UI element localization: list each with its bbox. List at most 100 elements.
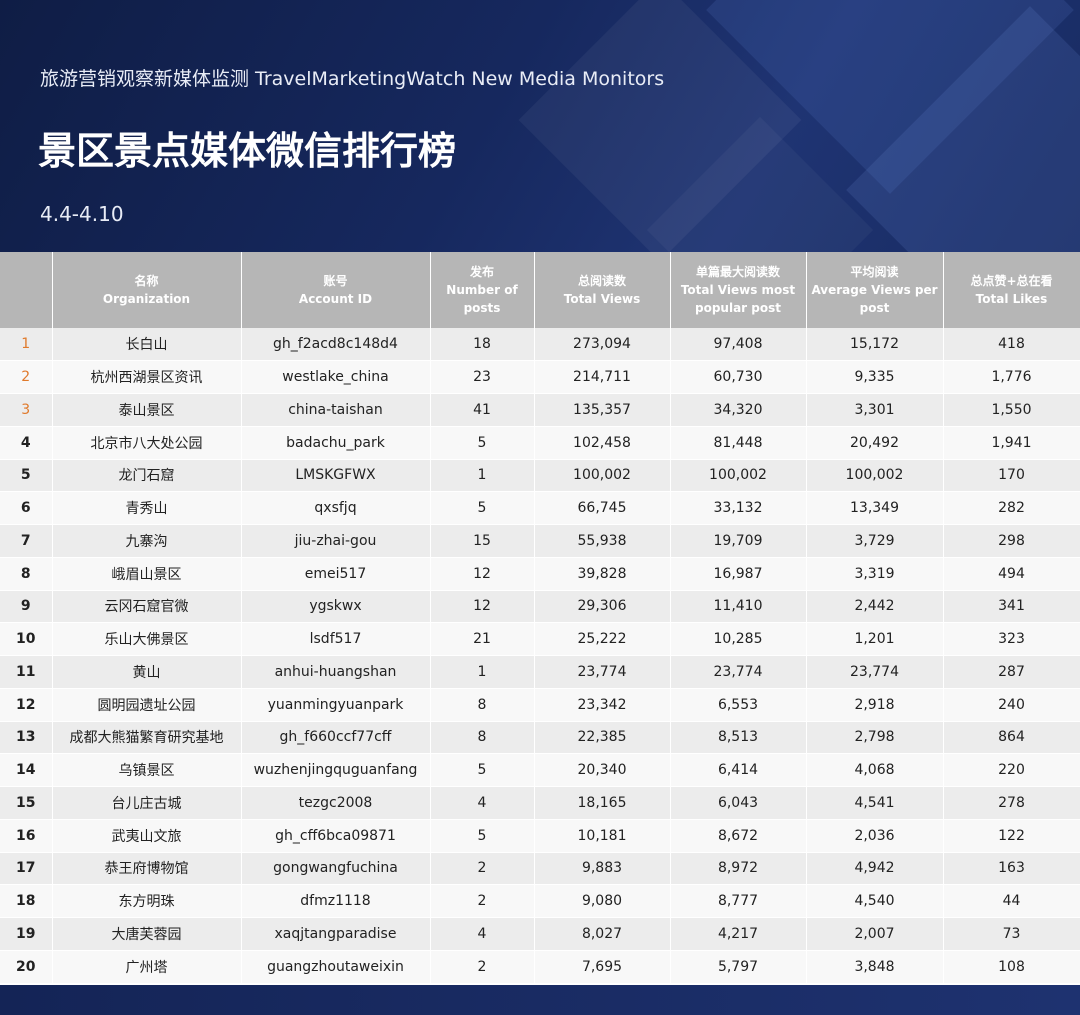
cell-account: anhui-huangshan: [241, 655, 431, 689]
cell-posts: 1: [430, 459, 535, 493]
cell-posts: 1: [430, 655, 535, 689]
cell-account: ygskwx: [241, 590, 431, 624]
cell-avg_views: 15,172: [806, 328, 944, 362]
cell-avg_views: 4,942: [806, 852, 944, 886]
cell-account: tezgc2008: [241, 786, 431, 820]
cell-total_views: 22,385: [534, 721, 671, 755]
cell-account: westlake_china: [241, 360, 431, 394]
cell-rank: 19: [0, 917, 53, 951]
cell-rank: 13: [0, 721, 53, 755]
cell-name: 恭王府博物馆: [52, 852, 242, 886]
cell-likes: 323: [943, 622, 1080, 656]
cell-max_views: 97,408: [670, 328, 807, 362]
table-row: 8 峨眉山景区 emei517 12 39,828 16,987 3,319 494: [0, 557, 1080, 591]
cell-account: LMSKGFWX: [241, 459, 431, 493]
cell-max_views: 10,285: [670, 622, 807, 656]
cell-max_views: 16,987: [670, 557, 807, 591]
cell-rank: 16: [0, 819, 53, 853]
cell-likes: 282: [943, 491, 1080, 525]
cell-likes: 287: [943, 655, 1080, 689]
cell-account: dfmz1118: [241, 884, 431, 918]
cell-avg_views: 2,036: [806, 819, 944, 853]
cell-posts: 41: [430, 393, 535, 427]
cell-likes: 122: [943, 819, 1080, 853]
cell-account: gh_f2acd8c148d4: [241, 328, 431, 362]
cell-avg_views: 1,201: [806, 622, 944, 656]
cell-name: 台儿庄古城: [52, 786, 242, 820]
table-row: 4 北京市八大处公园 badachu_park 5 102,458 81,448 20,49…: [0, 426, 1080, 460]
cell-posts: 4: [430, 917, 535, 951]
column-header-line: posts: [463, 301, 501, 315]
cell-name: 东方明珠: [52, 884, 242, 918]
cell-avg_views: 4,068: [806, 753, 944, 787]
footer-bar: [0, 985, 1080, 1015]
table-row: 19 大唐芙蓉园 xaqjtangparadise 4 8,027 4,217 2,007 7…: [0, 917, 1080, 951]
cell-max_views: 19,709: [670, 524, 807, 558]
cell-max_views: 23,774: [670, 655, 807, 689]
table-row: 2 杭州西湖景区资讯 westlake_china 23 214,711 60,730 9,…: [0, 360, 1080, 394]
cell-avg_views: 2,442: [806, 590, 944, 624]
cell-posts: 5: [430, 753, 535, 787]
cell-posts: 2: [430, 950, 535, 984]
cell-rank: 6: [0, 491, 53, 525]
column-header-line: Total Views most: [680, 283, 796, 297]
cell-avg_views: 2,798: [806, 721, 944, 755]
cell-name: 乐山大佛景区: [52, 622, 242, 656]
column-header-line: 名称: [134, 274, 159, 288]
cell-posts: 12: [430, 557, 535, 591]
cell-posts: 5: [430, 819, 535, 853]
cell-account: guangzhoutaweixin: [241, 950, 431, 984]
table-row: 14 乌镇景区 wuzhenjingquguanfang 5 20,340 6,414 4,…: [0, 753, 1080, 787]
column-header-line: 账号: [323, 274, 348, 288]
column-header-line: Total Likes: [975, 292, 1048, 306]
column-header-line: 总阅读数: [577, 274, 626, 288]
cell-likes: 73: [943, 917, 1080, 951]
cell-posts: 5: [430, 491, 535, 525]
cell-avg_views: 13,349: [806, 491, 944, 525]
table-header: 名称 Organization 账号 Account ID 发布 Number of pos…: [0, 252, 1080, 328]
cell-total_views: 273,094: [534, 328, 671, 362]
column-header-total_views: 总阅读数 Total Views: [534, 252, 671, 328]
cell-likes: 1,550: [943, 393, 1080, 427]
cell-likes: 108: [943, 950, 1080, 984]
cell-rank: 15: [0, 786, 53, 820]
cell-max_views: 6,553: [670, 688, 807, 722]
column-header-line: Total Views: [563, 292, 641, 306]
cell-posts: 8: [430, 688, 535, 722]
table-row: 9 云冈石窟官微 ygskwx 12 29,306 11,410 2,442 341: [0, 590, 1080, 624]
cell-total_views: 7,695: [534, 950, 671, 984]
cell-rank: 10: [0, 622, 53, 656]
cell-name: 北京市八大处公园: [52, 426, 242, 460]
cell-account: jiu-zhai-gou: [241, 524, 431, 558]
cell-max_views: 8,672: [670, 819, 807, 853]
cell-likes: 864: [943, 721, 1080, 755]
cell-total_views: 66,745: [534, 491, 671, 525]
cell-total_views: 25,222: [534, 622, 671, 656]
cell-total_views: 102,458: [534, 426, 671, 460]
cell-account: gh_f660ccf77cff: [241, 721, 431, 755]
table-row: 7 九寨沟 jiu-zhai-gou 15 55,938 19,709 3,729 298: [0, 524, 1080, 558]
cell-rank: 17: [0, 852, 53, 886]
cell-posts: 21: [430, 622, 535, 656]
cell-total_views: 9,080: [534, 884, 671, 918]
table-row: 6 青秀山 qxsfjq 5 66,745 33,132 13,349 282: [0, 491, 1080, 525]
cell-likes: 44: [943, 884, 1080, 918]
cell-name: 乌镇景区: [52, 753, 242, 787]
cell-rank: 5: [0, 459, 53, 493]
cell-rank: 12: [0, 688, 53, 722]
cell-avg_views: 20,492: [806, 426, 944, 460]
table-row: 12 圆明园遗址公园 yuanmingyuanpark 8 23,342 6,553 2,9…: [0, 688, 1080, 722]
cell-name: 峨眉山景区: [52, 557, 242, 591]
cell-account: gh_cff6bca09871: [241, 819, 431, 853]
table-row: 11 黄山 anhui-huangshan 1 23,774 23,774 23,774 28…: [0, 655, 1080, 689]
cell-total_views: 135,357: [534, 393, 671, 427]
cell-posts: 18: [430, 328, 535, 362]
cell-avg_views: 2,918: [806, 688, 944, 722]
cell-name: 杭州西湖景区资讯: [52, 360, 242, 394]
cell-likes: 298: [943, 524, 1080, 558]
ranking-table-container: 名称 Organization 账号 Account ID 发布 Number of pos…: [0, 252, 1080, 985]
column-header-line: Account ID: [298, 292, 373, 306]
cell-posts: 4: [430, 786, 535, 820]
column-header-line: 发布: [469, 265, 494, 279]
cell-likes: 170: [943, 459, 1080, 493]
